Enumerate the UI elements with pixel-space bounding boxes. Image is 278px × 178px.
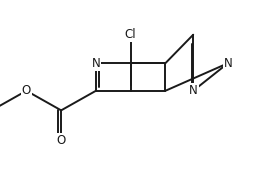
Text: N: N	[189, 84, 198, 97]
Text: O: O	[56, 134, 66, 147]
Text: N: N	[91, 57, 100, 70]
Text: Cl: Cl	[125, 28, 136, 41]
Text: O: O	[22, 84, 31, 97]
Text: N: N	[224, 57, 232, 70]
